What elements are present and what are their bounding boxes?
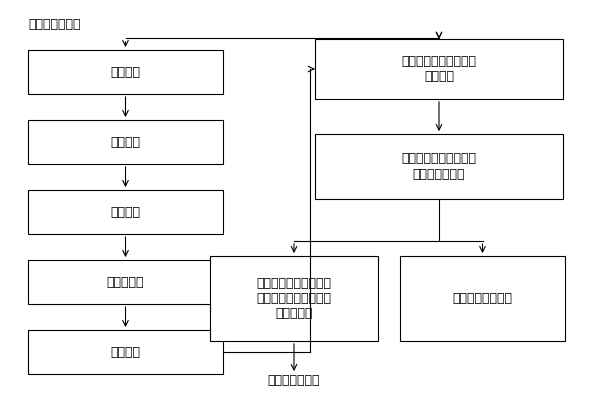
Text: 求各模态电流的正序、
负序分量: 求各模态电流的正序、 负序分量 [402, 55, 477, 83]
Text: 代入原有的工频负序电
流保护判据，定时限、
反时限保护: 代入原有的工频负序电 流保护判据，定时限、 反时限保护 [256, 277, 332, 320]
Text: 发电机三相电流: 发电机三相电流 [28, 18, 81, 31]
Text: 过零点测频: 过零点测频 [107, 276, 144, 288]
Bar [28, 50, 223, 94]
Bar [315, 134, 563, 199]
Bar [28, 120, 223, 164]
Text: 保护报警或跳闸: 保护报警或跳闸 [268, 374, 320, 387]
Text: 数据采样: 数据采样 [111, 65, 141, 79]
Text: 带通滤波: 带通滤波 [111, 205, 141, 218]
Text: 将模态电流折算成等效
的工频负序电流: 将模态电流折算成等效 的工频负序电流 [402, 153, 477, 180]
Bar [210, 256, 378, 341]
Bar [28, 330, 223, 374]
Bar [315, 39, 563, 99]
Bar [400, 256, 565, 341]
Bar [28, 260, 223, 304]
Text: 傅氏计算: 傅氏计算 [111, 346, 141, 359]
Text: 代入发散保护判据: 代入发散保护判据 [452, 292, 512, 305]
Bar [28, 190, 223, 234]
Text: 低通滤波: 低通滤波 [111, 135, 141, 148]
